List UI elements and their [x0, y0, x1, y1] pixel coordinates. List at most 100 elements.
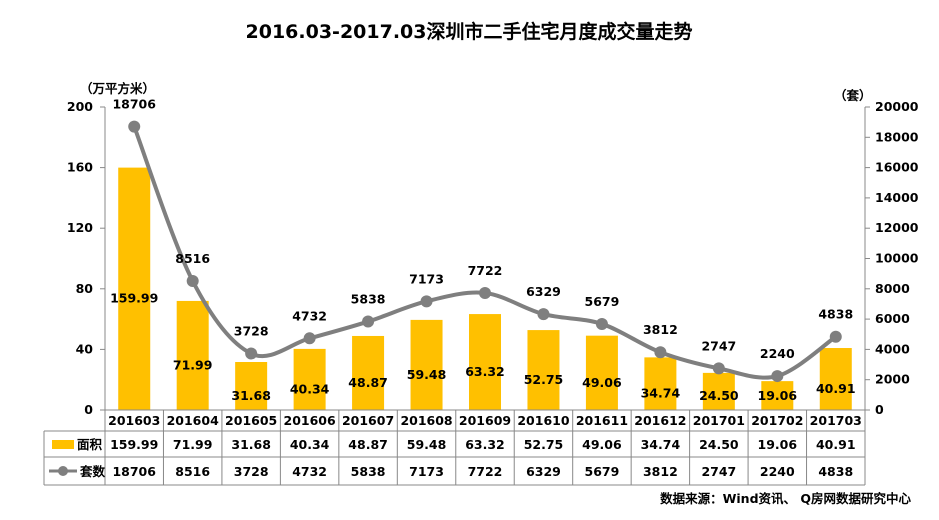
- table-cell-count-201605: 3728: [234, 464, 269, 479]
- right-tick-label: 6000: [875, 311, 910, 326]
- bar-label-201609: 63.32: [465, 364, 505, 379]
- data-table: 201603 201604 201605 201606 201607 201608 2016…: [43, 409, 866, 486]
- table-cell-count-201609: 7722: [468, 464, 503, 479]
- line-point-201702: [771, 370, 784, 383]
- right-tick-label: 8000: [875, 281, 910, 296]
- table-cell-count-201604: 8516: [175, 464, 210, 479]
- left-tick-label: 0: [84, 402, 93, 417]
- bar-label-201606: 40.34: [290, 381, 330, 396]
- table-cell-area-201605: 31.68: [231, 437, 271, 452]
- legend-key-area: [52, 440, 74, 449]
- right-axis-unit: （套）: [834, 88, 872, 103]
- line-label-201604: 8516: [175, 251, 210, 266]
- right-tick-label: 16000: [875, 160, 919, 175]
- bar-label-201605: 31.68: [231, 388, 271, 403]
- line-label-201605: 3728: [234, 324, 269, 339]
- bar-label-201703: 40.91: [816, 381, 856, 396]
- category-label-201609: 201609: [459, 413, 511, 428]
- table-cell-area-201611: 49.06: [582, 437, 622, 452]
- left-tick-label: 200: [67, 99, 93, 114]
- axes: 0408012016020002000400060008000100001200…: [67, 99, 919, 417]
- bar-201606: [293, 348, 326, 410]
- line-point-201608: [420, 295, 433, 308]
- line-point-201612: [654, 346, 667, 359]
- bar-label-201701: 24.50: [699, 388, 739, 403]
- table-cell-count-201606: 4732: [292, 464, 327, 479]
- bar-201610: [527, 330, 560, 410]
- line-series: [128, 120, 842, 383]
- left-tick-label: 120: [67, 220, 93, 235]
- line-label-201703: 4838: [818, 307, 853, 322]
- left-tick-label: 80: [76, 281, 94, 296]
- bar-label-201604: 71.99: [173, 357, 213, 372]
- line-label-201603: 18706: [112, 97, 156, 112]
- category-label-201701: 201701: [693, 413, 745, 428]
- right-tick-label: 18000: [875, 129, 919, 144]
- bar-201703: [819, 348, 852, 410]
- table-cell-area-201607: 48.87: [348, 437, 388, 452]
- bar-label-201612: 34.74: [641, 386, 681, 401]
- line-label-201607: 5838: [351, 292, 386, 307]
- bar-label-201608: 59.48: [407, 367, 447, 382]
- line-label-201608: 7173: [409, 271, 444, 286]
- line-point-201701: [712, 362, 725, 375]
- line-point-201605: [245, 347, 258, 360]
- bar-201607: [352, 335, 385, 410]
- right-tick-label: 20000: [875, 99, 919, 114]
- table-cell-area-201608: 59.48: [407, 437, 447, 452]
- table-cell-area-201603: 159.99: [110, 437, 158, 452]
- source-note: 数据来源：Wind资讯、 Q房网数据研究中心: [659, 491, 911, 506]
- category-label-201606: 201606: [284, 413, 336, 428]
- table-cell-area-201701: 24.50: [699, 437, 739, 452]
- left-axis-unit: （万平方米）: [80, 81, 155, 96]
- bar-201611: [585, 335, 618, 410]
- line-label-201701: 2747: [701, 338, 736, 353]
- bar-201702: [761, 381, 794, 410]
- table-cell-count-201703: 4838: [818, 464, 853, 479]
- bar-label-201603: 159.99: [110, 291, 158, 306]
- left-tick-label: 40: [76, 341, 94, 356]
- line-label-201702: 2240: [760, 346, 795, 361]
- right-tick-label: 2000: [875, 372, 910, 387]
- table-cell-count-201702: 2240: [760, 464, 795, 479]
- category-label-201611: 201611: [576, 413, 628, 428]
- bar-label-201607: 48.87: [348, 375, 388, 390]
- category-label-201605: 201605: [225, 413, 277, 428]
- legend-label-count: 套数: [79, 464, 106, 479]
- category-label-201612: 201612: [634, 413, 686, 428]
- right-tick-label: 10000: [875, 251, 919, 266]
- bar-201701: [702, 372, 735, 410]
- table-cell-area-201606: 40.34: [290, 437, 330, 452]
- bar-label-201611: 49.06: [582, 375, 622, 390]
- legend-label-area: 面积: [77, 437, 103, 452]
- bar-series: [118, 167, 852, 410]
- bar-201609: [469, 314, 501, 410]
- line-point-201603: [128, 120, 141, 133]
- line-point-201703: [829, 330, 842, 343]
- category-label-201703: 201703: [810, 413, 862, 428]
- right-tick-label: 0: [875, 402, 884, 417]
- line-point-201604: [186, 274, 199, 287]
- table-cell-area-201702: 19.06: [758, 437, 798, 452]
- table-cell-area-201609: 63.32: [465, 437, 505, 452]
- table-cell-count-201611: 5679: [585, 464, 620, 479]
- table-cell-area-201703: 40.91: [816, 437, 856, 452]
- table-cell-count-201608: 7173: [409, 464, 444, 479]
- line-point-201609: [479, 287, 491, 300]
- line-label-201611: 5679: [585, 294, 620, 309]
- right-tick-label: 4000: [875, 341, 910, 356]
- bar-201608: [410, 319, 443, 410]
- category-label-201607: 201607: [342, 413, 394, 428]
- category-label-201702: 201702: [751, 413, 803, 428]
- data-labels: 159.99 71.99 31.68 40.34 48.87 59.48 63.32 52.7…: [110, 97, 855, 403]
- right-tick-label: 12000: [875, 220, 919, 235]
- bar-label-201702: 19.06: [758, 388, 798, 403]
- line-label-201610: 6329: [526, 284, 561, 299]
- line-label-201612: 3812: [643, 322, 678, 337]
- table-cell-count-201612: 3812: [643, 464, 678, 479]
- right-tick-label: 14000: [875, 190, 919, 205]
- table-cell-count-201603: 18706: [112, 464, 156, 479]
- category-label-201610: 201610: [517, 413, 569, 428]
- table-cell-count-201607: 5838: [351, 464, 386, 479]
